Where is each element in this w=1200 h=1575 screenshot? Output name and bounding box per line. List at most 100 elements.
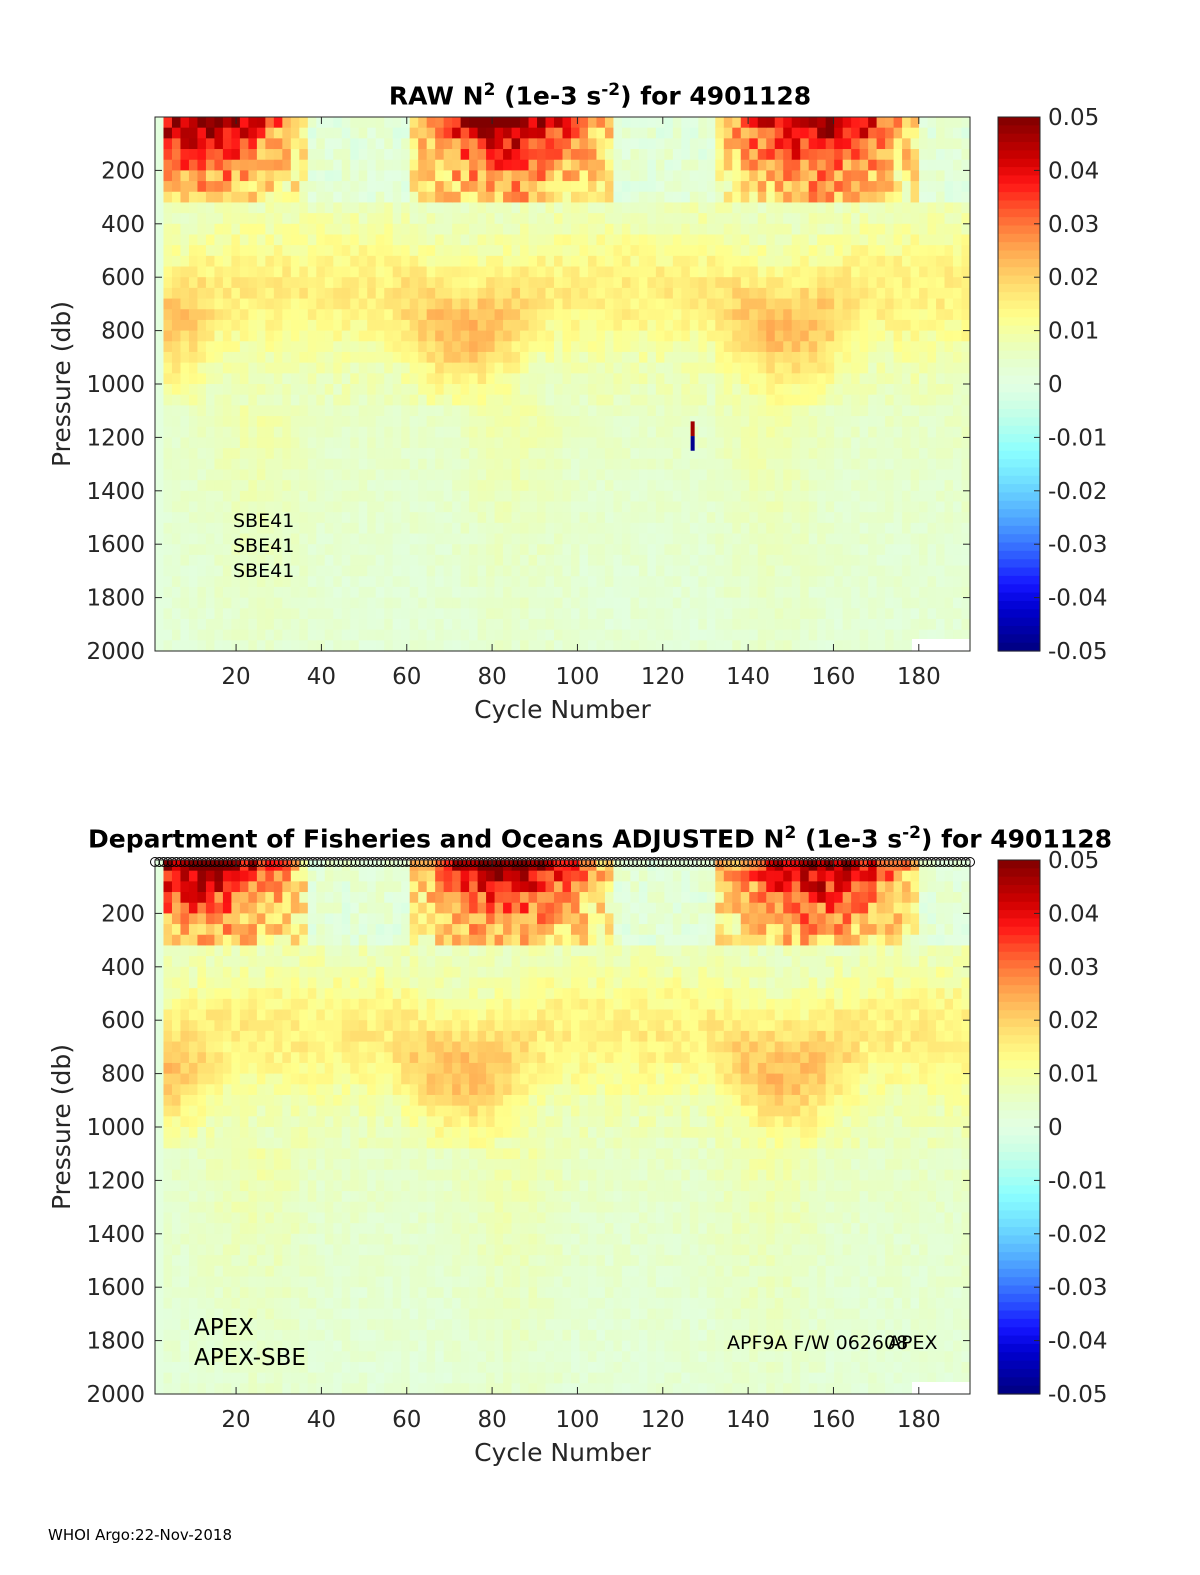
heatmap-cell <box>409 159 419 171</box>
heatmap-cell <box>511 159 521 171</box>
heatmap-cell <box>868 170 878 182</box>
heatmap-cell <box>418 512 428 524</box>
heatmap-cell <box>647 469 657 481</box>
heatmap-cell <box>299 309 309 321</box>
heatmap-cell <box>239 170 249 182</box>
heatmap-cell <box>851 223 861 236</box>
heatmap-cell <box>163 490 173 503</box>
heatmap-cell <box>358 277 368 289</box>
heatmap-cell <box>273 127 283 139</box>
heatmap-cell <box>418 437 428 449</box>
heatmap-cell <box>902 191 912 204</box>
heatmap-cell <box>554 309 564 321</box>
heatmap-cell <box>876 394 886 406</box>
heatmap-cell <box>469 448 479 460</box>
heatmap-cell <box>273 159 283 171</box>
heatmap-cell <box>834 458 844 471</box>
heatmap-cell <box>621 544 632 556</box>
heatmap-cell <box>808 437 818 449</box>
heatmap-cell <box>757 117 767 129</box>
heatmap-cell <box>842 405 852 417</box>
heatmap-cell <box>409 341 419 353</box>
heatmap-cell <box>689 576 699 588</box>
heatmap-cell <box>961 490 971 503</box>
heatmap-cell <box>205 618 216 631</box>
heatmap-cell <box>205 426 216 438</box>
heatmap-cell <box>452 565 462 577</box>
heatmap-cell <box>469 362 479 374</box>
heatmap-cell <box>163 149 173 161</box>
heatmap-cell <box>910 341 920 353</box>
heatmap-cell <box>452 416 462 428</box>
heatmap-cell <box>435 490 445 503</box>
heatmap-cell <box>936 426 946 438</box>
heatmap-cell <box>511 266 521 278</box>
heatmap-cell <box>851 618 861 631</box>
heatmap-cell <box>528 426 538 438</box>
heatmap-cell <box>851 159 861 171</box>
heatmap-cell <box>469 533 479 545</box>
heatmap-cell <box>604 384 615 396</box>
heatmap-cell <box>316 426 326 438</box>
heatmap-cell <box>520 341 530 353</box>
heatmap-cell <box>715 544 725 556</box>
heatmap-cell <box>333 373 343 385</box>
heatmap-cell <box>435 416 445 428</box>
heatmap-cell <box>808 181 818 193</box>
heatmap-cell <box>808 373 818 385</box>
heatmap-cell <box>723 597 733 609</box>
heatmap-cell <box>587 554 598 567</box>
heatmap-cell <box>188 437 199 449</box>
heatmap-cell <box>885 351 895 364</box>
heatmap-cell <box>486 341 496 353</box>
heatmap-cell <box>859 490 869 503</box>
heatmap-cell <box>409 170 419 182</box>
heatmap-cell <box>961 576 971 588</box>
heatmap-cell <box>842 170 852 182</box>
heatmap-cell <box>503 234 513 246</box>
heatmap-cell <box>800 437 810 449</box>
heatmap-cell <box>188 319 199 332</box>
heatmap-cell <box>681 394 691 406</box>
heatmap-cell <box>723 426 733 438</box>
heatmap-cell <box>273 330 283 342</box>
heatmap-cell <box>384 117 394 129</box>
heatmap-cell <box>477 501 487 513</box>
heatmap-cell <box>248 618 258 631</box>
heatmap-cell <box>825 448 835 460</box>
heatmap-cell <box>706 544 716 556</box>
heatmap-cell <box>791 618 801 631</box>
heatmap-cell <box>299 245 309 257</box>
heatmap-cell <box>333 522 343 535</box>
heatmap-cell <box>749 384 759 396</box>
heatmap-cell <box>919 586 929 599</box>
heatmap-cell <box>452 149 462 161</box>
heatmap-cell <box>621 138 632 150</box>
heatmap-cell <box>401 533 411 545</box>
heatmap-cell <box>842 298 852 310</box>
heatmap-cell <box>732 458 742 471</box>
heatmap-cell <box>341 618 351 631</box>
heatmap-cell <box>562 565 572 577</box>
colorbar-segment <box>998 434 1040 443</box>
heatmap-cell <box>885 426 895 438</box>
heatmap-cell <box>893 501 903 513</box>
heatmap-cell <box>834 586 844 599</box>
heatmap-cell <box>579 458 589 471</box>
heatmap-cell <box>443 640 453 652</box>
heatmap-cell <box>256 565 266 577</box>
heatmap-cell <box>358 255 368 268</box>
heatmap-cell <box>197 544 207 556</box>
heatmap-cell <box>282 330 292 342</box>
heatmap-cell <box>171 330 182 342</box>
heatmap-cell <box>290 533 300 545</box>
heatmap-cell <box>426 405 436 417</box>
heatmap-cell <box>859 629 869 641</box>
heatmap-cell <box>876 501 886 513</box>
heatmap-cell <box>613 277 623 289</box>
heatmap-cell <box>604 234 615 246</box>
heatmap-cell <box>740 191 750 204</box>
heatmap-cell <box>902 213 912 225</box>
heatmap-cell <box>936 629 946 641</box>
heatmap-cell <box>749 298 759 310</box>
